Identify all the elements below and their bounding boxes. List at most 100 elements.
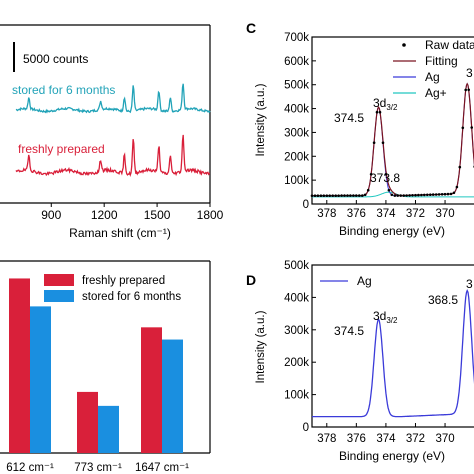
- legend-label-fresh: freshly prepared: [82, 275, 165, 287]
- raw-data-point: [464, 88, 468, 92]
- raw-data-point: [417, 193, 420, 197]
- bar-stored: [30, 306, 51, 453]
- y-tick-label: 0: [303, 422, 309, 434]
- panel-c-frame: [311, 36, 474, 205]
- panel-c-x-ticks: 378 376 374 372 370: [317, 200, 455, 220]
- panel-c-xlabel: Binding energy (eV): [339, 224, 445, 238]
- panel-d-y-ticks: 0 100k 200k 300k 400k 500k: [284, 260, 316, 434]
- scale-bar-label: 5000 counts: [23, 52, 88, 66]
- raw-data-point: [363, 193, 367, 197]
- panel-b-bars: [9, 278, 183, 453]
- raw-data-point: [396, 194, 400, 197]
- annotation-3d-d: 3d3/2: [373, 309, 398, 325]
- raw-data-point: [426, 193, 429, 197]
- y-tick-label: 0: [303, 199, 309, 211]
- raw-data-point: [411, 194, 414, 197]
- raw-data-point: [310, 194, 314, 197]
- panel-d-frame: [311, 264, 474, 428]
- panel-a: 900 1200 1500 1800 Raman shift (cm⁻¹) 5000 …: [0, 24, 224, 240]
- x-tick-label: 378: [317, 208, 336, 220]
- raw-data-point: [325, 194, 329, 197]
- category-label: 612 cm⁻¹: [6, 462, 54, 474]
- bar-stored: [162, 339, 183, 453]
- y-tick-label: 200k: [284, 357, 309, 369]
- raw-data-point: [349, 194, 352, 197]
- raw-data-point: [399, 194, 403, 197]
- raw-data-point: [434, 193, 438, 196]
- raw-data-point: [381, 141, 385, 144]
- raw-data-point: [455, 185, 459, 189]
- legend-swatch-stored: [44, 290, 74, 302]
- y-tick-label: 400k: [284, 292, 309, 304]
- annotation-peak-c: 374.5: [334, 111, 364, 125]
- raw-data-point: [384, 173, 388, 176]
- panel-b-legend: freshly prepared stored for 6 months: [44, 274, 181, 303]
- legend-label-ag: Ag: [425, 70, 440, 84]
- y-tick-label: 100k: [284, 175, 309, 187]
- x-tick-label: 376: [347, 208, 366, 220]
- panel-label-d: D: [246, 272, 256, 288]
- raw-data-point: [423, 193, 426, 197]
- bar-stored: [98, 405, 119, 453]
- x-tick-label: 370: [435, 208, 454, 220]
- x-tick-label: 1200: [91, 208, 118, 222]
- raw-data-point: [431, 193, 435, 196]
- x-tick-label: 378: [317, 433, 336, 445]
- raw-data-point: [408, 194, 411, 197]
- y-tick-label: 100k: [284, 390, 309, 402]
- x-tick-label: 370: [435, 433, 454, 445]
- raw-data-point: [352, 194, 355, 197]
- legend-label-ag-plus: Ag+: [425, 86, 447, 100]
- panel-a-xlabel: Raman shift (cm⁻¹): [69, 226, 171, 240]
- panel-c-ylabel: Intensity (a.u.): [255, 83, 267, 156]
- raw-data-point: [328, 194, 332, 197]
- raw-data-point: [446, 192, 450, 196]
- raw-data-point: [452, 191, 456, 195]
- panel-d-legend: Ag: [320, 274, 372, 288]
- x-tick-label: 374: [376, 208, 396, 220]
- y-tick-label: 500k: [284, 260, 309, 272]
- y-tick-label: 300k: [284, 325, 309, 337]
- annotation-peak2-d: 368.5: [428, 293, 458, 307]
- raw-data-point: [378, 110, 382, 114]
- raw-data-point: [461, 126, 465, 130]
- panel-d-x-ticks: 378 376 374 372 370: [317, 423, 455, 445]
- x-tick-label: 900: [41, 208, 61, 222]
- annotation-right-c: 3: [466, 66, 473, 80]
- raw-data-point: [458, 165, 462, 169]
- raw-data-point: [429, 193, 432, 196]
- panel-d-ylabel: Intensity (a.u.): [255, 310, 267, 383]
- legend-swatch-fresh: [44, 274, 74, 286]
- y-tick-label: 300k: [284, 127, 309, 139]
- x-tick-label: 374: [376, 433, 396, 445]
- legend-label-ag-d: Ag: [357, 274, 372, 288]
- raw-data-point: [334, 194, 338, 197]
- category-label: 1647 cm⁻¹: [135, 462, 189, 474]
- raw-data-point: [366, 188, 370, 192]
- raw-data-point: [375, 110, 379, 114]
- legend-label-fitting: Fitting: [425, 54, 458, 68]
- raw-data-point: [346, 194, 349, 197]
- raw-data-point: [443, 192, 447, 196]
- raw-data-point: [402, 194, 406, 197]
- raw-data-point: [420, 193, 423, 197]
- panel-b-categories: 612 cm⁻¹ 773 cm⁻¹ 1647 cm⁻¹: [6, 462, 189, 474]
- raw-data-point: [319, 194, 323, 197]
- raw-data-point: [449, 192, 453, 196]
- y-tick-label: 400k: [284, 104, 309, 116]
- raw-data-point: [369, 173, 373, 176]
- x-tick-label: 372: [406, 433, 425, 445]
- annotation-agplus-c: 373.8: [370, 171, 400, 185]
- x-tick-label: 1800: [197, 208, 224, 222]
- spectrum-ag-d: [312, 288, 474, 418]
- panel-a-x-ticks: 900 1200 1500 1800: [41, 203, 224, 222]
- annotation-peak-d: 374.5: [334, 324, 364, 338]
- y-tick-label: 700k: [284, 32, 309, 44]
- raw-data-point: [440, 193, 444, 196]
- legend-label-raw: Raw data: [425, 38, 474, 52]
- raw-data-point: [313, 194, 317, 197]
- spectrum-stored: [15, 83, 211, 114]
- panel-d-xlabel: Binding energy (eV): [339, 449, 445, 463]
